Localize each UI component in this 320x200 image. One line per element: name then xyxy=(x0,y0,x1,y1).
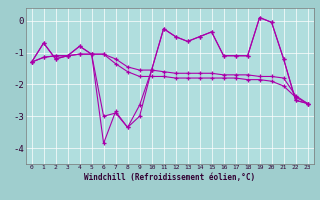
X-axis label: Windchill (Refroidissement éolien,°C): Windchill (Refroidissement éolien,°C) xyxy=(84,173,255,182)
